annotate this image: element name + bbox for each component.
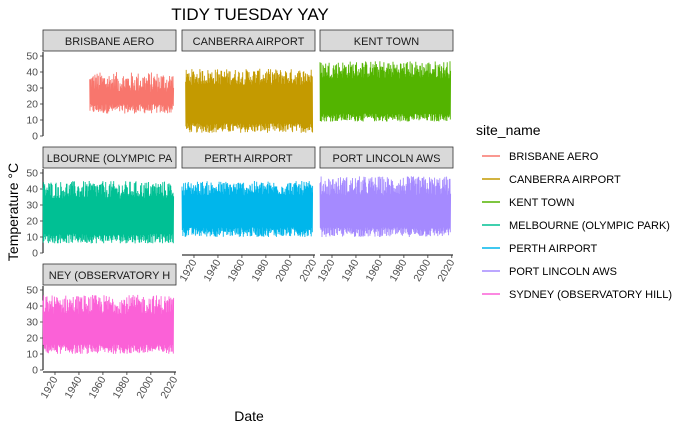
y-tick-label: 40 [26,301,38,313]
y-tick-label: 10 [26,232,38,244]
facet-strip [319,146,454,169]
legend-item-canberra-airport: CANBERRA AIRPORT [482,174,621,186]
y-axis: 0 10 20 30 40 50 [26,168,44,260]
y-tick-label: 0 [32,365,38,377]
legend-label: BRISBANE AERO [509,151,599,163]
series-line-perth-airport [181,180,314,238]
legend-label: CANBERRA AIRPORT [509,174,621,186]
y-tick-label: 20 [26,333,38,345]
facet-strip-label: CANBERRA AIRPORT [193,36,305,48]
facet-strip [319,29,454,52]
x-tick-label: 2020 [435,257,457,283]
x-tick-label: 2000 [411,257,433,283]
legend: site_name BRISBANE AERO CANBERRA AIRPORT K… [476,122,672,301]
legend-item-melbourne-olympic-park: MELBOURNE (OLYMPIC PARK) [482,220,670,232]
y-tick-label: 0 [32,131,38,143]
series-line-sydney-observatory-hill [42,294,175,354]
y-tick-label: 50 [26,51,38,63]
legend-item-brisbane-aero: BRISBANE AERO [482,151,599,163]
x-axis: 1920 1940 1960 1980 2000 2020 [39,371,180,401]
legend-label: MELBOURNE (OLYMPIC PARK) [509,220,670,232]
facet-strip-label: NEY (OBSERVATORY H [49,270,171,282]
y-tick-label: 20 [26,216,38,228]
x-axis: 1920 1940 1960 1980 2000 2020 [178,254,319,284]
legend-title: site_name [476,122,541,138]
y-tick-label: 0 [32,248,38,260]
y-tick-label: 40 [26,67,38,79]
facet-panel-kent-town: KENT TOWN [319,29,454,122]
facet-strip-label: PORT LINCOLN AWS [333,153,441,165]
legend-item-sydney-observatory-hill: SYDNEY (OBSERVATORY HILL) [482,289,672,301]
x-tick-label: 1920 [39,374,61,400]
facet-strip [42,29,177,52]
facet-panel-melbourne-olympic-park: LBOURNE (OLYMPIC PA 0 10 20 30 40 50 [26,146,177,260]
legend-label: PERTH AIRPORT [509,243,598,255]
y-tick-label: 30 [26,83,38,95]
facet-strip-label: LBOURNE (OLYMPIC PA [47,153,173,165]
x-tick-label: 2000 [273,257,295,283]
legend-item-kent-town: KENT TOWN [482,197,574,209]
facet-panels: BRISBANE AERO 0 10 20 30 40 50 CANBERRA AIRPORT… [26,29,457,401]
x-tick-label: 1940 [201,257,223,283]
facet-strip-label: PERTH AIRPORT [204,153,293,165]
series-line-kent-town [319,61,452,122]
y-tick-label: 30 [26,200,38,212]
x-tick-label: 2020 [297,257,319,283]
y-tick-label: 10 [26,349,38,361]
legend-label: SYDNEY (OBSERVATORY HILL) [509,289,672,301]
x-tick-label: 1960 [225,257,247,283]
x-tick-label: 1940 [62,374,84,400]
facet-strip-label: BRISBANE AERO [65,36,155,48]
x-tick-label: 1920 [178,257,200,283]
facet-strip [42,146,177,169]
facet-panel-perth-airport: PERTH AIRPORT 1920 1940 1960 1980 2000 2020 [178,146,319,284]
x-tick-label: 1960 [86,374,108,400]
y-tick-label: 20 [26,99,38,111]
y-tick-label: 40 [26,184,38,196]
series-line-port-lincoln-aws [319,176,452,238]
x-tick-label: 1980 [249,257,271,283]
legend-item-perth-airport: PERTH AIRPORT [482,243,598,255]
x-tick-label: 1940 [339,257,361,283]
facet-panel-canberra-airport: CANBERRA AIRPORT [181,29,316,133]
y-axis: 0 10 20 30 40 50 [26,285,44,377]
legend-item-port-lincoln-aws: PORT LINCOLN AWS [482,266,617,278]
facet-panel-sydney-observatory-hill: NEY (OBSERVATORY H 0 10 20 30 40 50 1920 1940 196… [26,263,180,401]
facet-strip [181,29,316,52]
series-line-canberra-airport [185,68,314,133]
series-line-melbourne-olympic-park [42,180,175,244]
series-line-brisbane-aero [89,72,175,114]
y-tick-label: 50 [26,168,38,180]
y-axis: 0 10 20 30 40 50 [26,51,44,143]
facet-strip [181,146,316,169]
facet-panel-brisbane-aero: BRISBANE AERO 0 10 20 30 40 50 [26,29,177,143]
x-axis: 1920 1940 1960 1980 2000 2020 [316,254,457,284]
x-tick-label: 2020 [158,374,180,400]
x-tick-label: 1980 [110,374,132,400]
facet-strip [42,263,177,286]
chart-title: TIDY TUESDAY YAY [171,5,328,24]
x-tick-label: 1980 [387,257,409,283]
x-axis-title: Date [234,408,264,424]
facet-panel-port-lincoln-aws: PORT LINCOLN AWS 1920 1940 1960 1980 2000 2020 [316,146,457,284]
x-tick-label: 1920 [316,257,338,283]
facet-strip-label: KENT TOWN [354,36,419,48]
legend-label: KENT TOWN [509,197,574,209]
y-axis-title: Temperature °C [5,163,21,261]
y-tick-label: 50 [26,285,38,297]
y-tick-label: 10 [26,115,38,127]
y-tick-label: 30 [26,317,38,329]
legend-label: PORT LINCOLN AWS [509,266,617,278]
x-tick-label: 2000 [134,374,156,400]
x-tick-label: 1960 [363,257,385,283]
